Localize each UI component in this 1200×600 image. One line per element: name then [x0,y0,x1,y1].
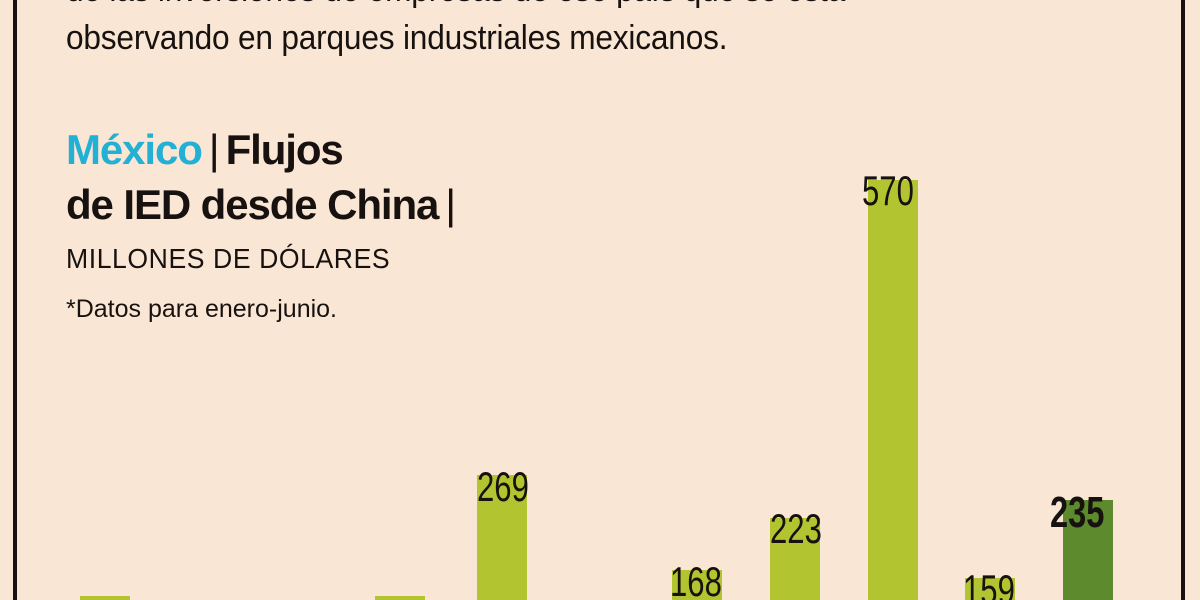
bar-223 [770,518,820,600]
bar-168 [672,570,722,600]
chart-footnote: *Datos para enero-junio. [66,294,337,323]
bar-value-label-269: 269 [477,463,529,510]
headline-country: México [66,126,203,173]
bar-235 [1063,500,1113,600]
intro-line-1: de las inversiones de empresas de ese pa… [66,0,1052,14]
right-border-rule [1181,0,1185,600]
headline-block: México | Flujos de IED desde China | MILLON… [66,122,706,324]
headline-row-1: México | Flujos [66,122,706,177]
headline-separator-2: | [445,181,456,229]
bar-131 [375,596,425,600]
left-border-rule [13,0,17,600]
chart-units-subtitle: MILLONES DE DÓLARES [66,242,391,274]
intro-line-2: observando en parques industriales mexic… [66,19,728,58]
bar-value-label-223: 223 [770,505,822,552]
bar-value-label-168: 168 [670,558,722,600]
intro-paragraph: de las inversiones de empresas de ese pa… [66,0,1052,63]
bar-88 [80,596,130,600]
headline-separator-1: | [208,126,220,173]
bar-570 [868,180,918,600]
bar-159 [965,578,1015,600]
headline-title-line-1: Flujos [225,126,344,173]
bar-value-label-235: 235 [1050,488,1105,537]
bar-value-label-570: 570 [862,167,914,214]
bar-269 [477,475,527,600]
bar-value-label-159: 159 [963,566,1015,600]
headline-row-2: de IED desde China | [66,177,706,232]
headline-title-line-2: de IED desde China [66,181,439,229]
